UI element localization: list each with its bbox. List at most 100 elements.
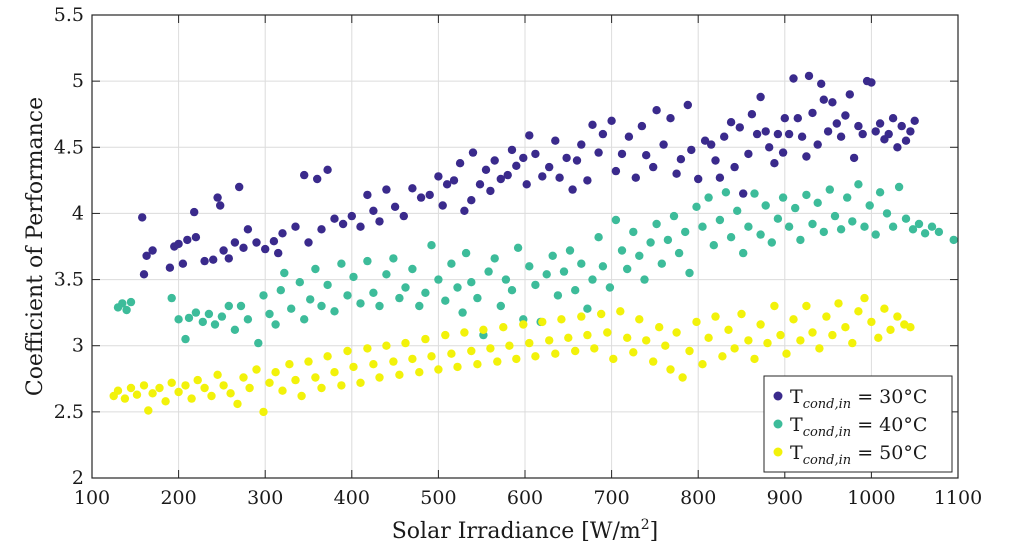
data-point [254, 338, 263, 348]
data-point [823, 127, 833, 136]
data-point [513, 243, 523, 252]
data-point [139, 381, 149, 390]
data-point [797, 132, 807, 141]
data-point [676, 155, 686, 164]
data-point [139, 270, 149, 279]
data-point [642, 151, 651, 160]
data-point [908, 225, 918, 234]
data-point [763, 338, 772, 348]
data-point [239, 243, 248, 252]
data-point [773, 214, 783, 223]
data-point [399, 211, 408, 221]
data-point [571, 286, 580, 295]
data-point [475, 180, 485, 189]
data-point [832, 119, 841, 128]
data-point [808, 219, 817, 229]
data-point [291, 222, 300, 231]
data-point [356, 378, 365, 387]
data-point [132, 390, 142, 399]
data-point [825, 185, 834, 194]
data-point [875, 119, 885, 128]
data-point [711, 312, 720, 321]
data-point [874, 333, 883, 342]
data-point [434, 365, 443, 374]
y-tick-label: 3 [72, 335, 84, 357]
data-point [720, 132, 729, 141]
data-point [389, 254, 398, 263]
data-point [174, 387, 183, 397]
data-point [467, 278, 476, 287]
data-point [531, 352, 540, 361]
data-point [317, 301, 326, 311]
data-point [167, 293, 176, 303]
data-point [349, 272, 358, 282]
data-point [230, 325, 240, 334]
data-point [666, 365, 675, 374]
y-tick-label: 5 [72, 70, 84, 92]
data-point [845, 90, 854, 99]
data-point [568, 185, 577, 194]
data-point [278, 229, 287, 238]
data-point [467, 196, 476, 205]
x-tick-label: 700 [593, 487, 629, 509]
data-point [461, 248, 471, 258]
data-point [219, 381, 228, 390]
data-point [467, 346, 476, 356]
data-point [306, 295, 315, 304]
data-point [802, 301, 811, 311]
data-point [408, 184, 417, 193]
data-point [519, 153, 528, 163]
data-point [408, 354, 417, 364]
data-point [198, 317, 207, 327]
data-point [609, 354, 618, 364]
data-point [564, 333, 573, 342]
data-point [525, 131, 534, 140]
data-point [617, 149, 627, 159]
data-point [468, 148, 478, 157]
data-point [343, 291, 352, 300]
data-point [739, 248, 748, 258]
data-point [415, 301, 424, 311]
data-point [773, 129, 783, 139]
data-point [447, 259, 456, 268]
data-point [300, 315, 309, 324]
data-point [252, 365, 261, 374]
data-point [490, 254, 499, 263]
data-points [109, 71, 958, 417]
data-point [711, 156, 720, 165]
data-point [642, 336, 651, 345]
data-point [674, 248, 684, 258]
data-point [178, 259, 188, 268]
data-point [624, 132, 634, 141]
data-point [144, 406, 153, 415]
data-point [804, 71, 814, 81]
data-point [512, 161, 521, 170]
data-point [848, 217, 857, 226]
data-point [425, 190, 434, 200]
data-point [207, 391, 216, 401]
data-point [635, 251, 644, 260]
data-point [538, 172, 547, 181]
data-point [715, 173, 725, 182]
data-point [819, 95, 828, 104]
data-point [657, 259, 666, 268]
data-point [473, 360, 482, 369]
data-point [245, 383, 254, 393]
y-tick-label: 4.5 [54, 136, 84, 158]
data-point [819, 227, 828, 237]
data-point [338, 219, 348, 229]
data-point [588, 120, 597, 129]
data-point [382, 270, 391, 279]
data-point [802, 190, 811, 200]
data-point [291, 375, 300, 385]
data-point [243, 315, 253, 324]
data-point [583, 176, 592, 185]
data-point [155, 383, 164, 393]
data-point [737, 309, 746, 319]
data-point [304, 357, 313, 366]
data-point [271, 368, 280, 377]
data-point [631, 173, 640, 182]
data-point [209, 255, 218, 264]
data-point [311, 264, 320, 274]
data-point [860, 293, 869, 303]
